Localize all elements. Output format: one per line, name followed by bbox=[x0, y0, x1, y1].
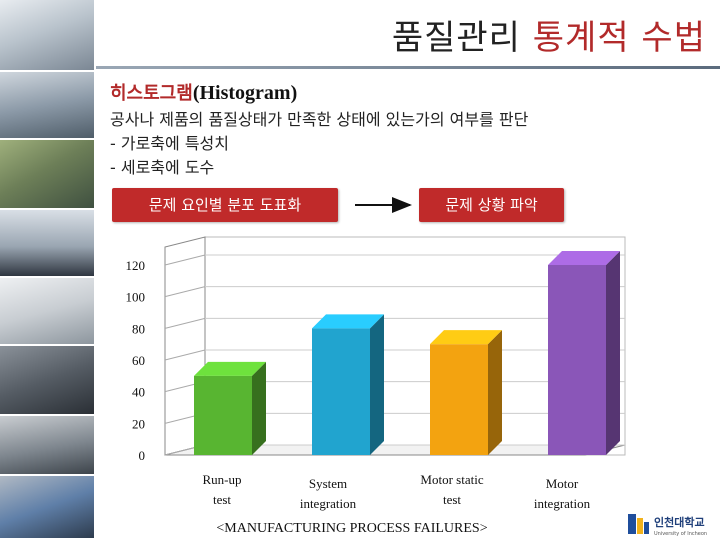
title-rule bbox=[96, 66, 720, 69]
x-category-label: System bbox=[309, 476, 347, 491]
bar-top bbox=[430, 330, 502, 345]
lab-photo bbox=[0, 346, 94, 416]
bar-top bbox=[548, 251, 620, 265]
cause-distribution-box: 문제 요인별 분포 도표화 bbox=[112, 188, 338, 222]
x-axis-title: <MANUFACTURING PROCESS FAILURES> bbox=[216, 521, 487, 536]
bar-front bbox=[312, 328, 370, 455]
y-tick-label: 20 bbox=[132, 416, 145, 431]
x-category-label: integration bbox=[300, 496, 357, 511]
description-line: 공사나 제품의 품질상태가 만족한 상태에 있는가의 여부를 판단 bbox=[110, 110, 529, 129]
logo-english: University of Incheon bbox=[654, 531, 707, 537]
section-heading: 히스토그램(Histogram) bbox=[110, 79, 297, 105]
x-category-label: Motor bbox=[546, 476, 579, 491]
y-tick-label: 60 bbox=[132, 353, 145, 368]
bar-side bbox=[606, 251, 620, 455]
grid-line bbox=[164, 317, 206, 329]
bar-top bbox=[194, 361, 266, 376]
aerial-photo bbox=[0, 140, 94, 210]
bar-front bbox=[430, 344, 488, 455]
problem-identification-box: 문제 상황 파악 bbox=[419, 188, 564, 222]
y-axis-note: - 세로축에 도수 bbox=[110, 158, 215, 177]
section-heading-english: (Histogram) bbox=[192, 82, 298, 104]
model-photo bbox=[0, 72, 94, 140]
building-photo bbox=[0, 278, 94, 346]
bar-top bbox=[312, 314, 384, 329]
x-category-label: test bbox=[443, 492, 461, 507]
university-logo: 인천대학교 University of Incheon bbox=[628, 514, 707, 537]
y-tick-label: 120 bbox=[126, 258, 146, 273]
x-category-label: test bbox=[213, 492, 231, 507]
y-tick-label: 80 bbox=[132, 321, 145, 336]
x-category-label: Motor static bbox=[420, 472, 483, 487]
title-prefix: 품질관리 bbox=[391, 18, 521, 58]
bar-side bbox=[488, 330, 502, 455]
photo-strip bbox=[0, 0, 94, 540]
y-tick-label: 40 bbox=[132, 385, 145, 400]
photo-fade bbox=[94, 0, 112, 540]
bar-side bbox=[370, 314, 384, 455]
meeting-photo bbox=[0, 416, 94, 476]
grid-line bbox=[164, 254, 206, 266]
slide-title: 품질관리 통계적 수법 bbox=[392, 10, 706, 59]
bar-front bbox=[194, 375, 252, 455]
grid-line bbox=[164, 286, 206, 298]
y-tick-label: 100 bbox=[126, 290, 146, 305]
y-tick-label: 0 bbox=[139, 448, 146, 463]
students-photo bbox=[0, 476, 94, 540]
grid-line bbox=[164, 349, 206, 361]
logo-korean: 인천대학교 bbox=[654, 515, 705, 529]
section-heading-korean: 히스토그램 bbox=[110, 83, 193, 104]
bar-side bbox=[252, 361, 266, 455]
presentation-photo bbox=[0, 210, 94, 278]
campus-photo bbox=[0, 0, 94, 72]
x-axis-note: - 가로축에 특성치 bbox=[110, 134, 229, 153]
title-highlight: 통계적 수법 bbox=[532, 18, 706, 58]
bar-front bbox=[548, 265, 606, 455]
x-category-label: integration bbox=[534, 496, 591, 511]
x-category-label: Run-up bbox=[203, 472, 242, 487]
